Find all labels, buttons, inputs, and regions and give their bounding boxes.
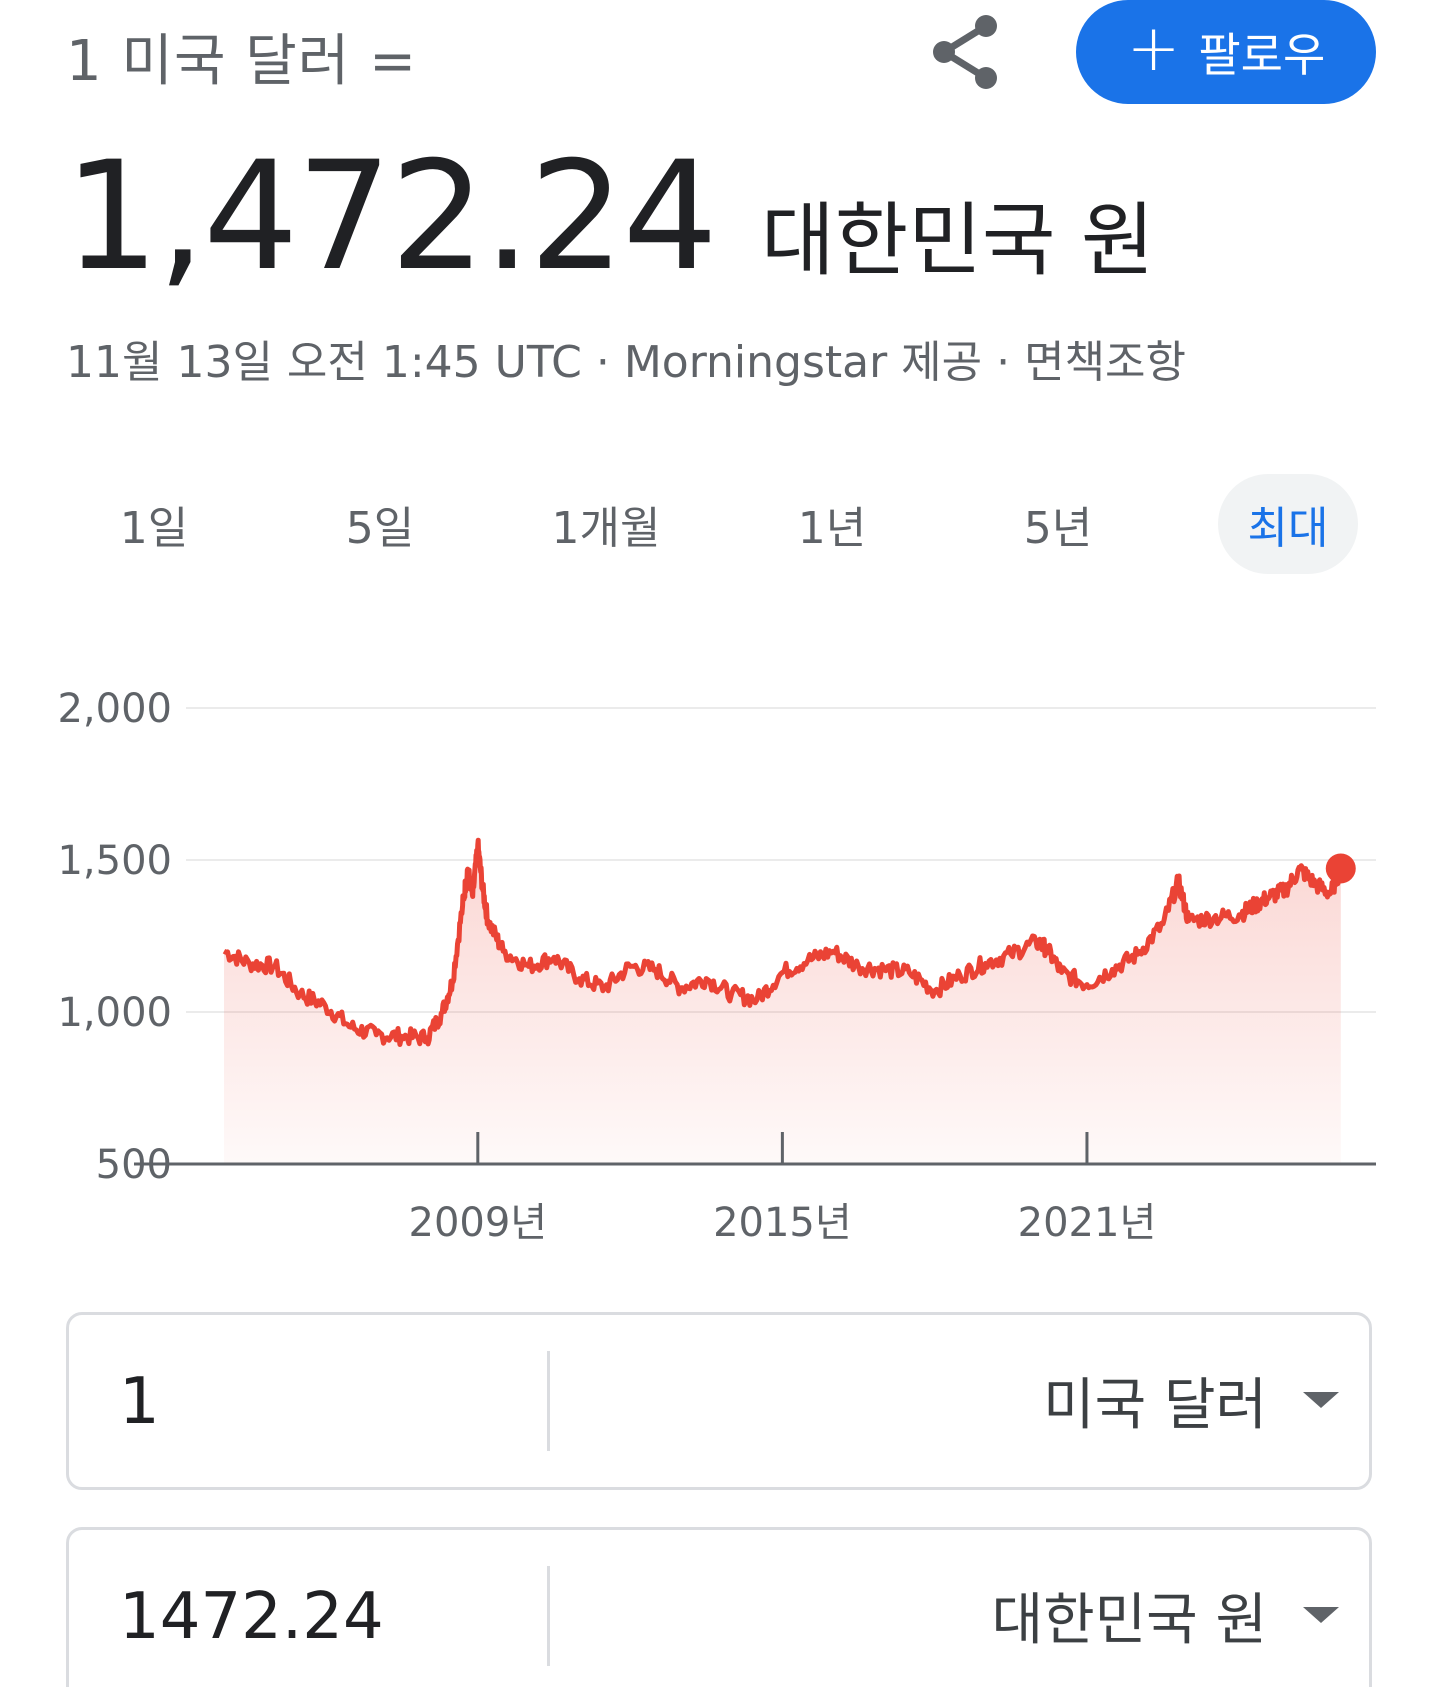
x-tick-label: 2021년 (1018, 1200, 1157, 1246)
tab-max[interactable]: 최대 (1218, 474, 1358, 574)
from-currency-label: 미국 달러 (1043, 1372, 1267, 1438)
follow-button[interactable]: + 팔로우 (1076, 0, 1376, 104)
tab-1-day[interactable]: 1일 (119, 503, 189, 554)
range-tabs: 1일 5일 1개월 1년 5년 최대 (40, 474, 1400, 574)
rate-value: 1,472.24 (64, 130, 718, 304)
from-currency-select[interactable]: 미국 달러 (599, 1345, 1339, 1455)
from-amount-input[interactable]: 1 (119, 1365, 160, 1439)
converter-to: 1472.24 대한민국 원 (66, 1527, 1372, 1687)
chevron-down-icon (1303, 1392, 1339, 1408)
plus-icon: + (1126, 12, 1181, 86)
y-tick-label: 2,000 (57, 686, 172, 732)
header-row: 1 미국 달러 = + 팔로우 (0, 0, 1440, 110)
y-tick-label: 1,500 (57, 838, 172, 884)
divider (547, 1566, 550, 1666)
to-amount-input[interactable]: 1472.24 (119, 1580, 384, 1654)
share-icon (933, 15, 997, 89)
to-currency-select[interactable]: 대한민국 원 (599, 1560, 1339, 1670)
tab-5-day[interactable]: 5일 (345, 503, 415, 554)
converter-from: 1 미국 달러 (66, 1312, 1372, 1490)
rate-source-info: 11월 13일 오전 1:45 UTC · Morningstar 제공 · 면… (66, 337, 1187, 388)
tab-1-month[interactable]: 1개월 (551, 503, 661, 554)
chevron-down-icon (1303, 1607, 1339, 1623)
y-tick-label: 1,000 (57, 990, 172, 1036)
series-end-point (1325, 853, 1356, 884)
series-line (222, 837, 1344, 1047)
follow-button-label: 팔로우 (1198, 28, 1326, 82)
x-tick-label: 2009년 (409, 1200, 548, 1246)
tab-1-year[interactable]: 1년 (797, 503, 867, 554)
divider (547, 1351, 550, 1451)
x-tick-label: 2015년 (713, 1200, 852, 1246)
exchange-rate: 1,472.24 대한민국 원 (64, 130, 1155, 304)
to-currency-label: 대한민국 원 (991, 1587, 1267, 1653)
unit-label: 1 미국 달러 = (66, 29, 418, 94)
rate-currency: 대한민국 원 (761, 194, 1155, 287)
tab-5-year[interactable]: 5년 (1023, 503, 1093, 554)
exchange-rate-chart[interactable]: 2,000 1,500 1,000 500 2009년 2015년 2021년 (0, 660, 1440, 1260)
series-area (224, 840, 1341, 1164)
share-button[interactable] (920, 6, 1012, 98)
